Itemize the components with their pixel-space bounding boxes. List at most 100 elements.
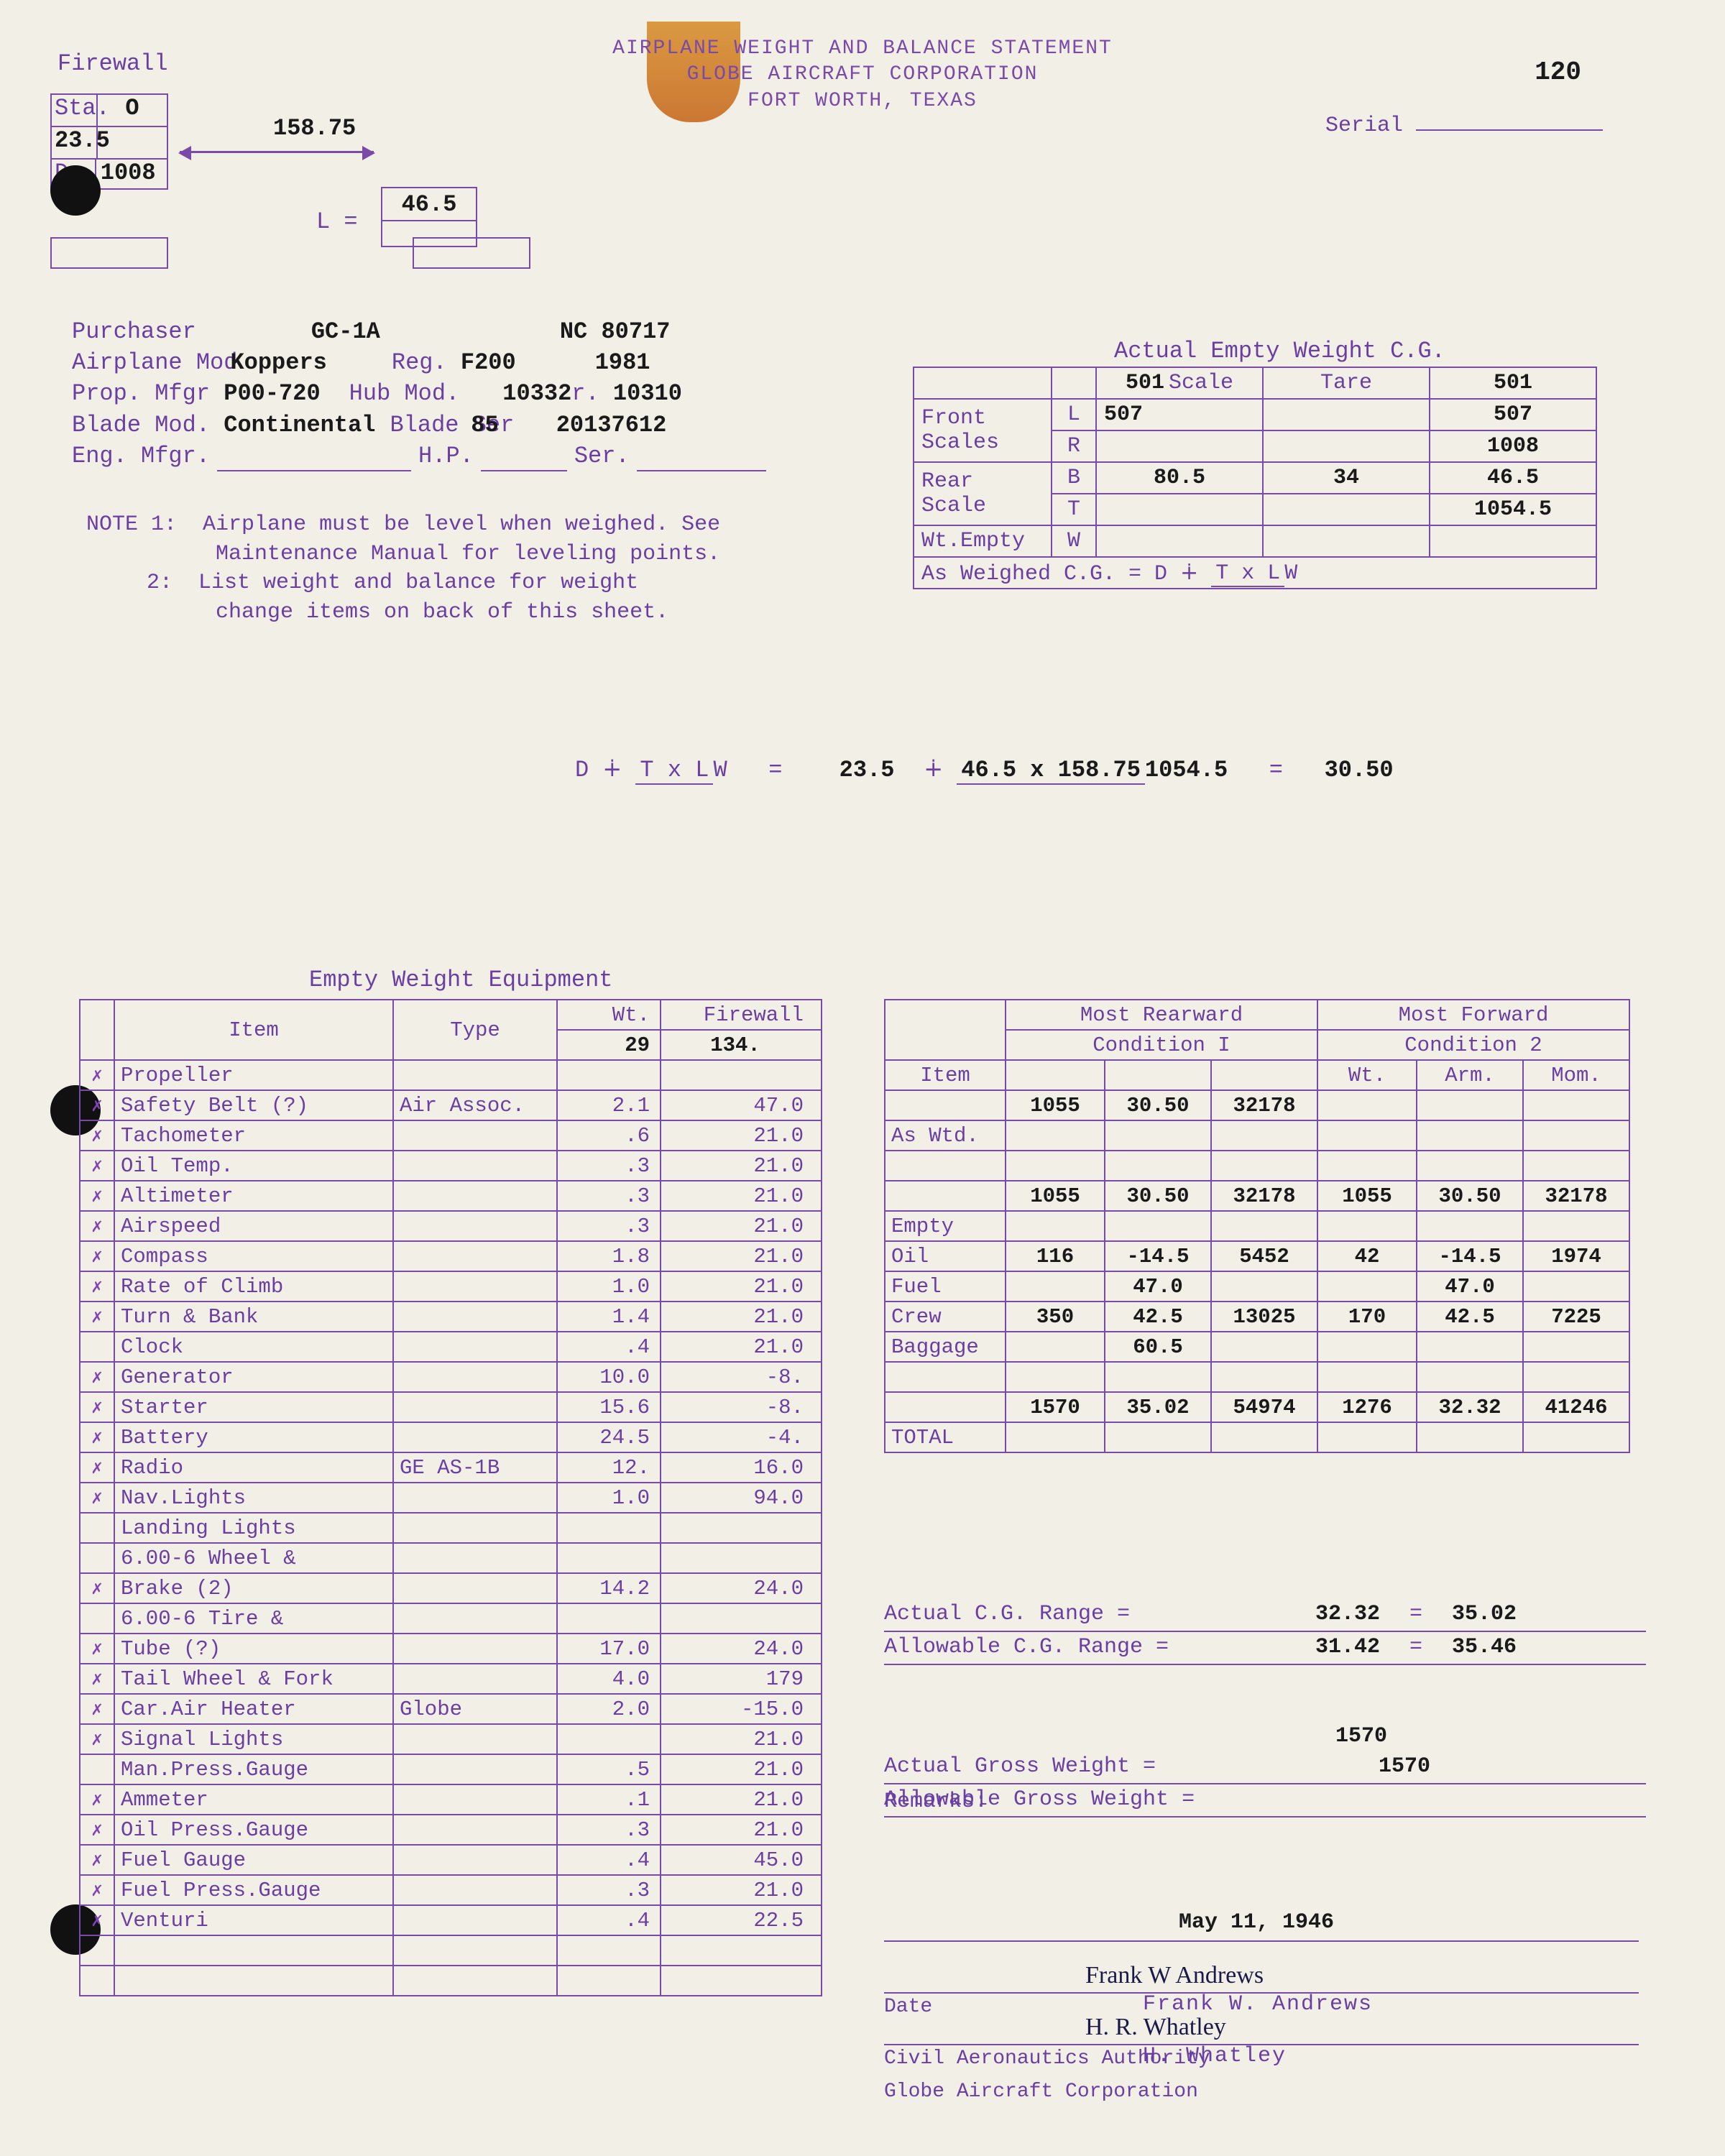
formula-block: D ∔ T x LW = 23.5 ∔ 46.5 x 158.751054.5 … xyxy=(575,755,1394,783)
aew-T-right: 1054.5 xyxy=(1430,494,1596,525)
val-prop-mfgr: P00-720 xyxy=(224,378,320,409)
rf-c: 54974 xyxy=(1211,1392,1317,1422)
equip-check: ✗ xyxy=(80,1483,114,1513)
firewall-bottom-boxes xyxy=(50,237,530,269)
rf-a xyxy=(1006,1422,1105,1452)
equip-item: Airspeed xyxy=(114,1211,393,1241)
rf-wt: Wt. xyxy=(1317,1060,1417,1090)
allow-cg-label: Allowable C.G. Range = xyxy=(884,1632,1265,1662)
rf-c xyxy=(1211,1362,1317,1392)
equip-sub-wt: 29 xyxy=(557,1030,661,1060)
rf-b xyxy=(1105,1151,1211,1181)
rf-e xyxy=(1417,1090,1523,1120)
rf-b: 42.5 xyxy=(1105,1302,1211,1332)
firewall-arrow xyxy=(180,151,374,155)
rf-d xyxy=(1317,1090,1417,1120)
equip-type xyxy=(393,1754,557,1784)
equip-row: ✗Fuel Press.Gauge.321.0 xyxy=(80,1875,822,1905)
serial-label-block: Serial xyxy=(1325,114,1603,138)
aew-R: R xyxy=(1052,430,1096,462)
equip-type: Globe xyxy=(393,1694,557,1724)
equip-check: ✗ xyxy=(80,1784,114,1815)
equip-fw: -8. xyxy=(661,1392,822,1422)
lbl-prop-mfgr: Prop. Mfgr xyxy=(72,378,210,409)
equip-row: ✗Venturi.422.5 xyxy=(80,1905,822,1935)
equip-check: ✗ xyxy=(80,1060,114,1090)
equip-row: ✗Safety Belt (?)Air Assoc.2.147.0 xyxy=(80,1090,822,1120)
equip-type xyxy=(393,1120,557,1151)
equip-row: ✗Ammeter.121.0 xyxy=(80,1784,822,1815)
equip-row: Man.Press.Gauge.521.0 xyxy=(80,1754,822,1784)
equip-check xyxy=(80,1935,114,1966)
rf-a: 350 xyxy=(1006,1302,1105,1332)
equip-wt xyxy=(557,1513,661,1543)
equip-item xyxy=(114,1935,393,1966)
formula-D-label: D ∔ xyxy=(575,757,622,783)
equip-row: ✗Oil Temp..321.0 xyxy=(80,1151,822,1181)
equip-row: ✗Turn & Bank1.421.0 xyxy=(80,1302,822,1332)
equip-wt: 1.8 xyxy=(557,1241,661,1271)
equip-item: Altimeter xyxy=(114,1181,393,1211)
equip-check: ✗ xyxy=(80,1875,114,1905)
rf-d xyxy=(1317,1211,1417,1241)
aew-B-scale: 80.5 xyxy=(1096,462,1263,494)
equip-hdr-fw: Firewall xyxy=(661,1000,822,1030)
equip-item: Turn & Bank xyxy=(114,1302,393,1332)
signature-2: H. R. Whatley xyxy=(1085,2014,1226,2041)
equip-type xyxy=(393,1362,557,1392)
equip-item xyxy=(114,1966,393,1996)
equip-check xyxy=(80,1603,114,1634)
rf-a xyxy=(1006,1211,1105,1241)
rf-a xyxy=(1006,1332,1105,1362)
punch-hole-icon xyxy=(50,165,101,216)
date-typed: May 11, 1946 xyxy=(1179,1910,1334,1935)
equip-row: ✗Car.Air HeaterGlobe2.0-15.0 xyxy=(80,1694,822,1724)
signature-block: May 11, 1946 Date Frank W Andrews Frank … xyxy=(884,1890,1639,2096)
equip-fw: 21.0 xyxy=(661,1724,822,1754)
rf-b xyxy=(1105,1120,1211,1151)
formula-result: 30.50 xyxy=(1325,757,1394,783)
equip-item: Oil Press.Gauge xyxy=(114,1815,393,1845)
rf-f: 32178 xyxy=(1523,1181,1629,1211)
equip-fw: -15.0 xyxy=(661,1694,822,1724)
equip-wt: 1.0 xyxy=(557,1271,661,1302)
equip-item: Man.Press.Gauge xyxy=(114,1754,393,1784)
rf-row-label: TOTAL xyxy=(885,1422,1006,1452)
equip-fw: 21.0 xyxy=(661,1754,822,1784)
equip-item: Starter xyxy=(114,1392,393,1422)
equip-wt xyxy=(557,1724,661,1754)
val-airplane-mod: Koppers xyxy=(230,347,326,378)
rf-f xyxy=(1523,1151,1629,1181)
equip-wt: .6 xyxy=(557,1120,661,1151)
equip-type xyxy=(393,1573,557,1603)
equip-fw: 45.0 xyxy=(661,1845,822,1875)
aew-title: Actual Empty Weight C.G. xyxy=(1114,338,1445,364)
equip-check xyxy=(80,1966,114,1996)
actual-cg-label: Actual C.G. Range = xyxy=(884,1599,1265,1629)
aew-table: 501Scale Tare 501 Front Scales L 507 507… xyxy=(913,367,1597,589)
actual-cg-dash: = xyxy=(1380,1599,1452,1629)
note2-line1: List weight and balance for weight xyxy=(198,571,638,595)
equip-check: ✗ xyxy=(80,1120,114,1151)
equip-type xyxy=(393,1905,557,1935)
equip-wt: 24.5 xyxy=(557,1422,661,1452)
rf-b: 35.02 xyxy=(1105,1392,1211,1422)
equip-item: Venturi xyxy=(114,1905,393,1935)
equip-row: ✗Airspeed.321.0 xyxy=(80,1211,822,1241)
val-hub-ser: 10310 xyxy=(613,378,682,409)
equip-type xyxy=(393,1271,557,1302)
rf-d xyxy=(1317,1271,1417,1302)
equip-check xyxy=(80,1513,114,1543)
equip-row: ✗Compass1.821.0 xyxy=(80,1241,822,1271)
aew-B: B xyxy=(1052,462,1096,494)
equip-item: Tachometer xyxy=(114,1120,393,1151)
note2-label: 2: xyxy=(86,568,172,598)
rf-b xyxy=(1105,1362,1211,1392)
rf-b xyxy=(1105,1422,1211,1452)
val-nc: NC 80717 xyxy=(560,316,671,347)
rf-a: 1570 xyxy=(1006,1392,1105,1422)
aew-rear-scale: Rear Scale xyxy=(914,462,1052,525)
rf-arm: Arm. xyxy=(1417,1060,1523,1090)
equip-item: Safety Belt (?) xyxy=(114,1090,393,1120)
equip-wt: .3 xyxy=(557,1815,661,1845)
